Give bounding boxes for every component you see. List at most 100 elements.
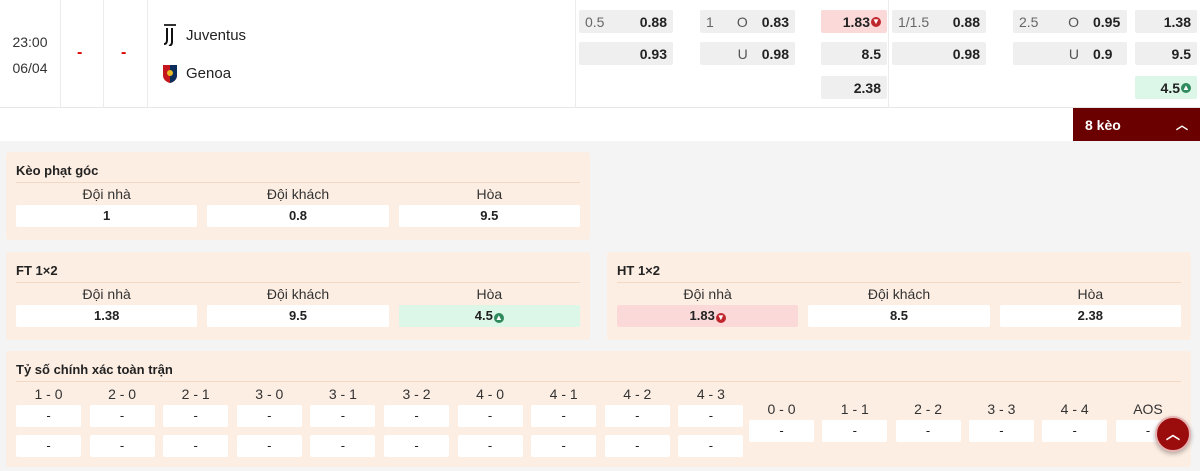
score-odds-box[interactable]: -: [310, 435, 376, 457]
score-ht: -: [121, 44, 127, 61]
score-label: 0 - 0: [767, 401, 796, 417]
draw-column: 1 - 1 -: [822, 398, 888, 442]
home-team-name: Juventus: [186, 26, 247, 44]
ft-1x2-card: FT 1×2 Đội nhà 1.38 Đội khách 9.5 Hòa 4.5 ▲: [6, 252, 590, 340]
score-odds-box[interactable]: -: [310, 405, 376, 427]
odds-box[interactable]: 2.38: [999, 305, 1181, 327]
odds-cell[interactable]: 0.93: [579, 42, 673, 65]
score-column: 2 - 0 - -: [89, 383, 155, 457]
score-column: 2 - 1 - -: [163, 383, 229, 457]
score-odds-box[interactable]: -: [531, 435, 597, 457]
score-odds-box[interactable]: -: [384, 435, 449, 457]
odds-value: 0.83: [761, 13, 789, 30]
score-label: 3 - 2: [402, 386, 431, 402]
odds-value: 1.83: [689, 308, 715, 323]
odds-cell[interactable]: 1.38: [1135, 10, 1197, 33]
odds-value: 0.93: [639, 45, 667, 62]
score-odds-box[interactable]: -: [236, 405, 302, 427]
score-column: 4 - 0 - -: [457, 383, 523, 457]
score-label: 2 - 1: [181, 386, 210, 402]
more-strip: 8 kèo ︿: [0, 108, 1200, 141]
score-odds-box[interactable]: -: [822, 420, 888, 442]
arrow-down-icon: ▼: [715, 313, 726, 323]
ht-grid: Đội nhà 1.83 ▼ Đội khách 8.5 Hòa 2.38: [617, 283, 1181, 327]
score-odds-box[interactable]: -: [89, 435, 155, 457]
odds-cell[interactable]: 1.83 ▼: [821, 10, 887, 33]
odds-cell[interactable]: 1 O 0.83: [700, 10, 795, 33]
score-odds-box[interactable]: -: [384, 405, 449, 427]
score-odds-box[interactable]: -: [678, 405, 744, 427]
odds-value: 1: [103, 208, 111, 223]
away-team[interactable]: Genoa: [162, 63, 231, 83]
odds-box[interactable]: 9.5: [207, 305, 389, 327]
score-odds-box[interactable]: -: [457, 435, 523, 457]
score-label: 3 - 0: [255, 386, 284, 402]
odds-cell[interactable]: 8.5: [821, 42, 887, 65]
score-odds-box[interactable]: -: [16, 435, 81, 457]
score-column: 3 - 2 - -: [384, 383, 449, 457]
odds-cell[interactable]: U 0.9: [1013, 42, 1127, 65]
column-label: Hòa: [1077, 286, 1104, 302]
score-label: 3 - 1: [328, 386, 357, 402]
odds-box[interactable]: 4.5 ▲: [398, 305, 580, 327]
score-odds-box[interactable]: -: [163, 405, 229, 427]
match-row: 23:00 06/04 - - Juventus Genoa 0.5 0.88 0…: [0, 0, 1200, 108]
score-odds-box[interactable]: -: [1042, 420, 1108, 442]
odds-cell[interactable]: 0.98: [892, 42, 986, 65]
ou-line: 2.5: [1019, 13, 1039, 30]
draw-column: 0 - 0 -: [749, 398, 814, 442]
more-odds-button[interactable]: 8 kèo ︿: [1073, 108, 1200, 141]
column-label: Đội nhà: [82, 286, 131, 302]
odds-cell[interactable]: 4.5 ▲: [1135, 76, 1197, 99]
odds-column: Đội khách 0.8: [207, 183, 389, 227]
odds-cell[interactable]: U 0.98: [700, 42, 795, 65]
score-odds-box[interactable]: -: [236, 435, 302, 457]
scroll-top-button[interactable]: ︿: [1155, 416, 1191, 452]
odds-box[interactable]: 0.8: [207, 205, 389, 227]
score-odds-box[interactable]: -: [163, 435, 229, 457]
odds-box[interactable]: 1.38: [16, 305, 198, 327]
odds-column: Hòa 4.5 ▲: [398, 283, 580, 327]
card-title: FT 1×2: [16, 263, 580, 283]
divider: [888, 0, 889, 108]
chevron-up-icon: ︿: [1166, 426, 1180, 442]
score-odds-box[interactable]: -: [531, 405, 597, 427]
genoa-logo-icon: [163, 65, 177, 83]
score-label: 2 - 0: [108, 386, 137, 402]
divider: [575, 0, 576, 108]
odds-box[interactable]: 9.5: [398, 205, 580, 227]
column-label: Đội khách: [867, 286, 931, 302]
odds-value: 0.98: [761, 45, 789, 62]
score-column: 3 - 0 - -: [236, 383, 302, 457]
ou-line: 1: [706, 13, 714, 30]
score-odds-box[interactable]: -: [457, 405, 523, 427]
corner-card: Kèo phạt góc Đội nhà 1 Đội khách 0.8 Hòa 9.5: [6, 152, 590, 240]
odds-cell[interactable]: 0.5 0.88: [579, 10, 673, 33]
odds-value: 0.95: [1093, 13, 1121, 30]
odds-cell[interactable]: 2.5 O 0.95: [1013, 10, 1127, 33]
odds-cell[interactable]: 2.38: [821, 76, 887, 99]
score-odds-box[interactable]: -: [89, 405, 155, 427]
score-odds-box[interactable]: -: [604, 435, 670, 457]
odds-cell[interactable]: 1/1.5 0.88: [892, 10, 986, 33]
score-odds-box[interactable]: -: [968, 420, 1034, 442]
match-date: 06/04: [12, 60, 48, 76]
odds-box[interactable]: 1.83 ▼: [617, 305, 799, 327]
odds-box[interactable]: 1: [16, 205, 198, 227]
score-label: 4 - 0: [476, 386, 505, 402]
home-team[interactable]: Juventus: [162, 24, 246, 46]
score-odds-box[interactable]: -: [678, 435, 744, 457]
ft-grid: Đội nhà 1.38 Đội khách 9.5 Hòa 4.5 ▲: [16, 283, 580, 327]
odds-cell[interactable]: 9.5: [1135, 42, 1197, 65]
score-odds-box[interactable]: -: [16, 405, 81, 427]
under-label: U: [737, 45, 748, 62]
score-odds-box[interactable]: -: [895, 420, 961, 442]
score-label: 1 - 0: [34, 386, 63, 402]
score-odds-box[interactable]: -: [749, 420, 814, 442]
odds-column: Hòa 9.5: [398, 183, 580, 227]
score-label: AOS: [1133, 401, 1163, 417]
correct-score-card: Tỷ số chính xác toàn trận 1 - 0--2 - 0--…: [6, 351, 1191, 467]
odds-box[interactable]: 8.5: [808, 305, 990, 327]
draw-column: 4 - 4 -: [1042, 398, 1108, 442]
score-odds-box[interactable]: -: [604, 405, 670, 427]
